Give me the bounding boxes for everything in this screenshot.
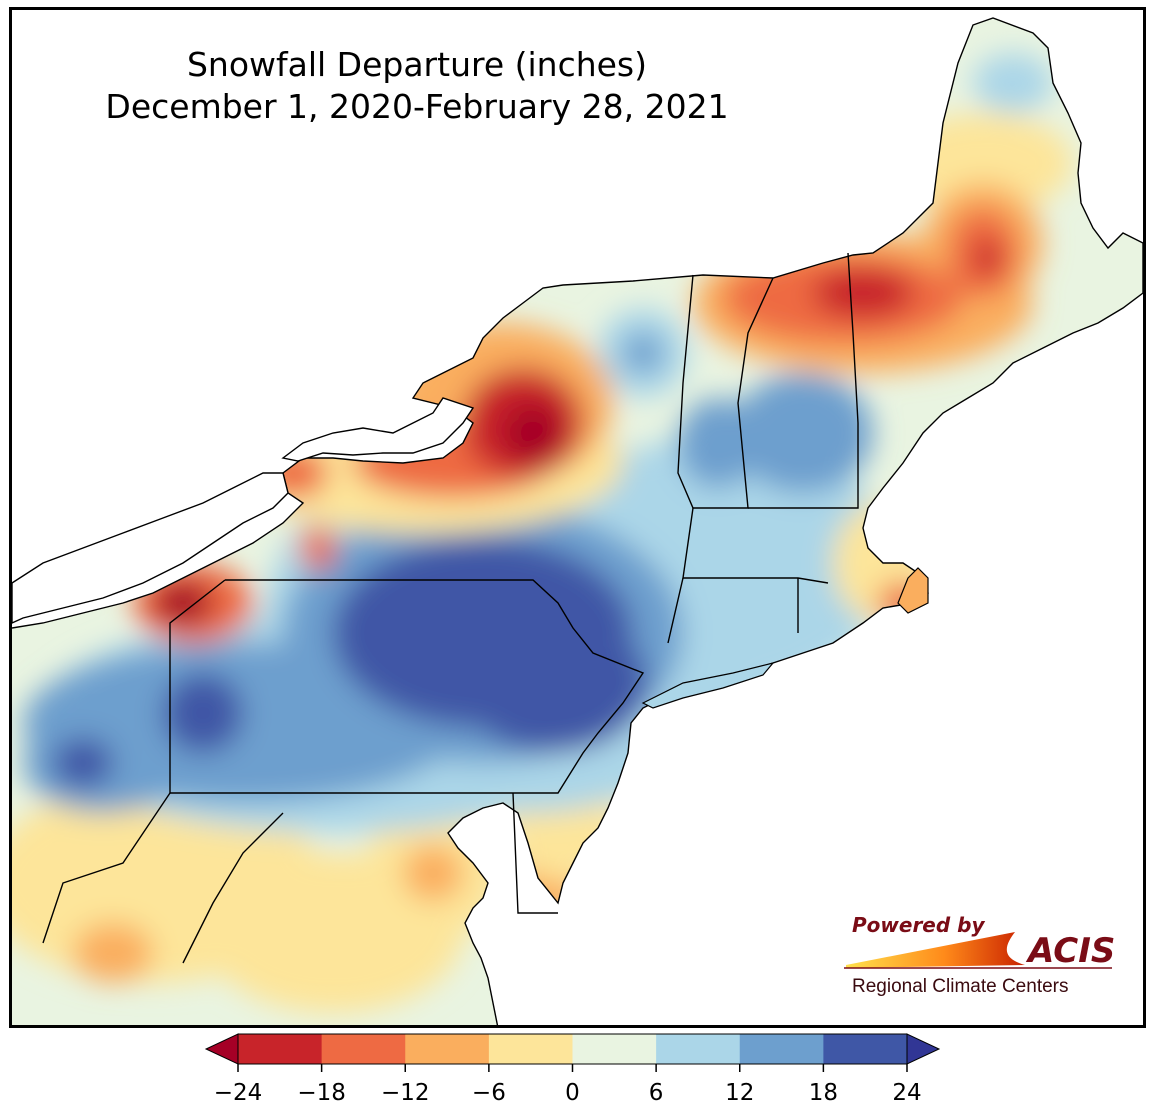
colorbar-over-arrow (906, 1033, 941, 1065)
map-date-range: December 1, 2020-February 28, 2021 (105, 87, 729, 126)
colorbar-swatch (656, 1034, 741, 1064)
maryland-border (512, 792, 558, 914)
cape-cod (897, 567, 929, 614)
colorbar-tick-label: −24 (214, 1080, 263, 1106)
vermont-border (677, 274, 774, 509)
snowfall-departure-map (12, 17, 1143, 1025)
state-boundaries (12, 17, 1143, 1025)
colorbar-swatch (405, 1034, 490, 1064)
connecticut-border (667, 577, 799, 644)
colorbar-under-arrow (204, 1033, 239, 1065)
colorbar-tick-label: −12 (381, 1080, 430, 1106)
colorbar-legend: −24 −18 −12 −6 0 6 12 18 24 (204, 1033, 941, 1106)
colorbar-swatch (572, 1034, 657, 1064)
colorbar-swatch (321, 1034, 406, 1064)
colorbar-swatch (739, 1034, 824, 1064)
colorbar-swatch (488, 1034, 573, 1064)
powered-by-label: Powered by (852, 913, 985, 937)
colorbar-tick-label: 24 (892, 1080, 921, 1106)
colorbar-tick-label: 6 (649, 1080, 664, 1106)
colorbar-tick-label: 18 (809, 1080, 838, 1106)
map-title: Snowfall Departure (inches) (186, 45, 648, 84)
colorbar-tick-label: −6 (472, 1080, 506, 1106)
acis-swoosh-icon (846, 932, 1025, 968)
colorbar-swatch (238, 1034, 323, 1064)
land-outline (12, 17, 1143, 1025)
new-hampshire-border (748, 252, 859, 509)
colorbar-tick-label: 12 (725, 1080, 754, 1106)
long-island (641, 661, 775, 709)
massachusetts-border (682, 507, 829, 584)
lake-ontario (281, 397, 475, 462)
colorbar-swatch (823, 1034, 908, 1064)
colorbar-tick-label: 0 (565, 1080, 580, 1106)
regional-climate-centers-label: Regional Climate Centers (852, 976, 1069, 997)
acis-brand: ACIS (1025, 931, 1115, 971)
acis-logo: Powered by ACIS Regional Climate Centers (844, 913, 1115, 997)
lake-erie (12, 472, 289, 624)
map-panel: Snowfall Departure (inches) December 1, … (9, 7, 1146, 1028)
west-virginia-border (42, 792, 284, 964)
colorbar-tick-label: −18 (297, 1080, 346, 1106)
great-lakes (12, 397, 475, 624)
